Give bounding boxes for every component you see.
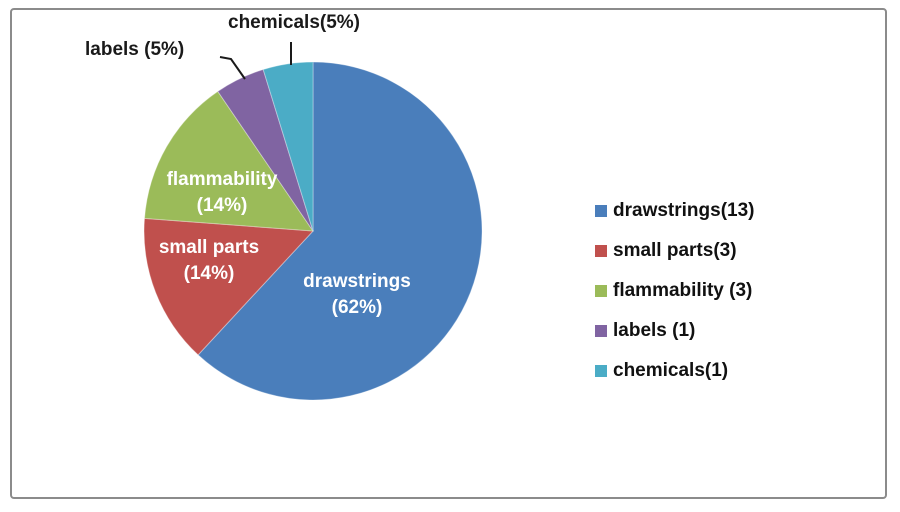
pie-label-small-parts: small parts (14%) [159, 235, 259, 287]
legend-label: drawstrings(13) [613, 200, 755, 221]
pie-slice-small-parts [143, 217, 315, 356]
legend-item: flammability (3) [595, 280, 754, 301]
leader-line-labels [219, 56, 246, 80]
pie-label-flammability-name: flammability [166, 169, 278, 190]
pie-label-small-parts-name: small parts [158, 237, 260, 258]
legend-label: chemicals(1) [613, 360, 729, 381]
pie-slice-chemicals [262, 61, 314, 232]
pie-slice-drawstrings [197, 61, 483, 401]
legend-item: labels (1) [595, 320, 754, 341]
pie-label-flammability: flammability (14%) [167, 167, 278, 219]
legend-item: chemicals(1) [595, 360, 754, 381]
pie-label-flammability-pct: (14%) [196, 195, 248, 216]
legend-label: labels (1) [613, 320, 696, 341]
legend: drawstrings(13) small parts(3) flammabil… [595, 200, 755, 381]
legend-label: flammability (3) [613, 280, 753, 301]
pie-label-drawstrings: drawstrings (62%) [303, 269, 411, 321]
legend-marker-chemicals [595, 365, 607, 377]
callout-label-labels: labels (5%) [85, 39, 185, 60]
pie-label-drawstrings-pct: (62%) [331, 297, 383, 318]
pie-slice-labels [217, 68, 314, 232]
pie-label-small-parts-pct: (14%) [183, 263, 235, 284]
legend-marker-drawstrings [595, 205, 607, 217]
legend-marker-flammability [595, 285, 607, 297]
legend-marker-small-parts [595, 245, 607, 257]
legend-marker-labels [595, 325, 607, 337]
legend-item: drawstrings(13) [595, 200, 755, 221]
pie-label-drawstrings-name: drawstrings [303, 271, 411, 292]
legend-item: small parts(3) [595, 240, 754, 261]
legend-label: small parts(3) [613, 240, 737, 261]
callout-label-chemicals: chemicals(5%) [228, 12, 361, 33]
pie-slice-flammability [143, 90, 314, 232]
